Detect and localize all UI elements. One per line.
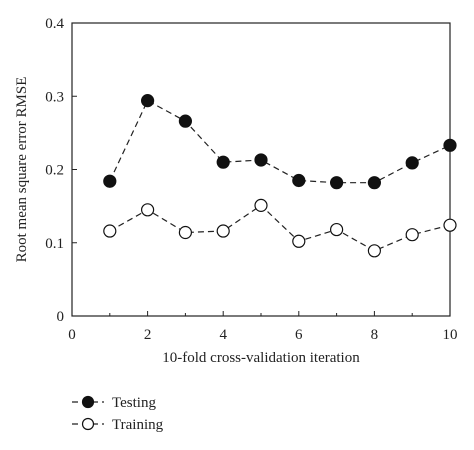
y-tick-label: 0.4: [45, 16, 64, 32]
data-point-0: [367, 176, 381, 190]
y-tick-label: 0.1: [45, 236, 64, 252]
data-point-0: [254, 153, 268, 167]
data-point-0: [292, 173, 306, 188]
data-point-0: [443, 138, 457, 152]
x-tick-label: 2: [144, 327, 152, 343]
y-tick-label: 0.3: [45, 89, 64, 105]
data-point-1: [178, 225, 192, 240]
x-tick-label: 10: [443, 327, 458, 343]
series-line-0: [109, 99, 451, 184]
data-point-0: [103, 174, 117, 188]
x-tick-label: 0: [68, 327, 76, 343]
series-layer: [103, 94, 457, 258]
legend-label: Testing: [112, 395, 156, 411]
y-tick-label: 0.2: [45, 163, 64, 179]
series-line-1: [109, 204, 451, 252]
data-point-1: [292, 234, 306, 248]
data-point-0: [141, 94, 155, 108]
data-point-1: [216, 224, 230, 238]
y-ticks: 0 0.1 0.2 0.3 0.4: [45, 16, 77, 325]
legend-marker: [81, 395, 95, 409]
plot-frame: [71, 22, 451, 317]
data-point-1: [141, 203, 155, 217]
data-point-1: [405, 228, 419, 242]
data-point-0: [178, 114, 192, 128]
x-ticks: 0 2 4 6 8 10: [68, 311, 458, 343]
data-point-1: [367, 244, 381, 258]
data-point-1: [103, 224, 117, 238]
legend-label: Training: [112, 417, 164, 433]
data-point-1: [254, 198, 268, 212]
y-axis-label: Root mean square error RMSE: [14, 77, 30, 263]
legend: Testing Training: [72, 395, 164, 433]
data-point-0: [330, 176, 344, 190]
x-tick-label: 8: [371, 327, 379, 343]
x-tick-label: 6: [295, 327, 303, 343]
data-point-0: [216, 155, 230, 169]
x-axis-label: 10-fold cross-validation iteration: [162, 350, 360, 366]
x-tick-label: 4: [219, 327, 227, 343]
data-point-1: [443, 218, 457, 232]
legend-marker: [81, 417, 95, 431]
data-point-0: [405, 156, 419, 170]
data-point-1: [330, 222, 344, 237]
y-tick-label: 0: [57, 309, 65, 325]
